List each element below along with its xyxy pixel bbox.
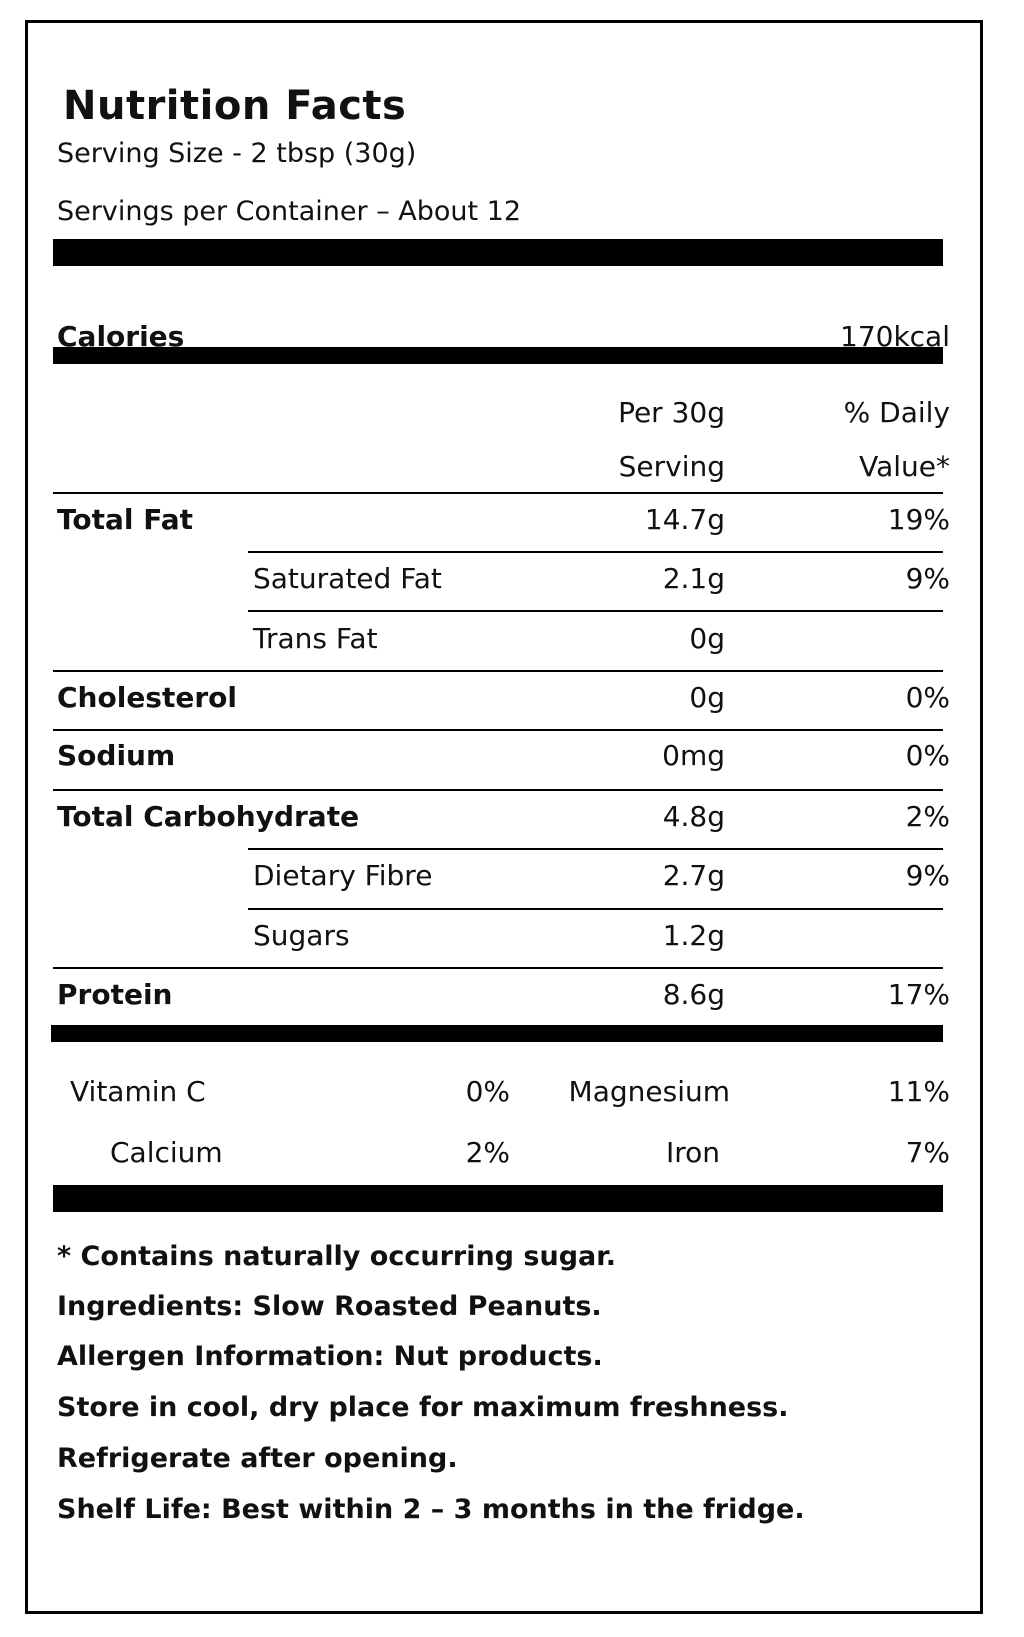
nutrient-amount: 0g xyxy=(689,622,725,655)
nutrient-daily-value: 17% xyxy=(887,978,950,1011)
nutrient-label: Saturated Fat xyxy=(253,562,442,595)
nutrient-amount: 4.8g xyxy=(662,800,725,833)
servings-per-container: Servings per Container – About 12 xyxy=(57,196,522,227)
nutrient-label: Dietary Fibre xyxy=(253,859,433,892)
refrigerate-info: Refrigerate after opening. xyxy=(57,1443,458,1474)
nutrient-daily-value: 2% xyxy=(905,800,950,833)
nutrient-label: Total Carbohydrate xyxy=(57,800,360,833)
nutrient-daily-value: 9% xyxy=(905,562,950,595)
vitamin-value: 7% xyxy=(905,1136,950,1169)
nutrient-label: Protein xyxy=(57,978,173,1011)
nutrient-daily-value: 0% xyxy=(905,681,950,714)
storage-info: Store in cool, dry place for maximum fre… xyxy=(57,1392,789,1423)
serving-size: Serving Size - 2 tbsp (30g) xyxy=(57,138,417,169)
nutrient-label: Trans Fat xyxy=(253,622,378,655)
row-divider xyxy=(53,789,943,791)
vitamin-value: 2% xyxy=(465,1136,510,1169)
row-divider xyxy=(248,610,943,612)
vitamin-value: 11% xyxy=(887,1075,950,1108)
row-divider xyxy=(248,908,943,910)
column-header-amount: Serving xyxy=(618,450,725,483)
nutrition-label: Nutrition Facts Serving Size - 2 tbsp (3… xyxy=(25,20,983,1614)
label-title: Nutrition Facts xyxy=(63,83,407,129)
column-header-daily-value: % Daily xyxy=(843,396,950,429)
ingredients: Ingredients: Slow Roasted Peanuts. xyxy=(57,1291,602,1322)
nutrient-amount: 2.1g xyxy=(662,562,725,595)
row-divider xyxy=(248,848,943,850)
row-divider xyxy=(53,492,943,494)
row-divider xyxy=(53,670,943,672)
row-divider xyxy=(53,729,943,731)
vitamin-label: Vitamin C xyxy=(70,1075,206,1108)
nutrient-label: Cholesterol xyxy=(57,681,237,714)
thick-divider xyxy=(53,347,943,364)
row-divider xyxy=(248,551,943,553)
vitamin-label: Calcium xyxy=(110,1136,223,1169)
thick-divider xyxy=(53,1185,943,1212)
thick-divider xyxy=(51,1025,943,1042)
nutrient-label: Total Fat xyxy=(57,503,194,536)
nutrient-label: Sodium xyxy=(57,739,176,772)
allergen-info: Allergen Information: Nut products. xyxy=(57,1341,603,1372)
nutrient-daily-value: 0% xyxy=(905,739,950,772)
nutrient-amount: 14.7g xyxy=(644,503,725,536)
nutrient-amount: 0g xyxy=(689,681,725,714)
nutrient-daily-value: 9% xyxy=(905,859,950,892)
nutrient-amount: 1.2g xyxy=(662,919,725,952)
shelf-life: Shelf Life: Best within 2 – 3 months in … xyxy=(57,1494,805,1525)
footnote-sugar: * Contains naturally occurring sugar. xyxy=(57,1241,616,1272)
nutrient-amount: 0mg xyxy=(662,739,725,772)
row-divider xyxy=(53,967,943,969)
column-header-daily-value: Value* xyxy=(859,450,950,483)
vitamin-value: 0% xyxy=(465,1075,510,1108)
vitamin-label: Iron xyxy=(665,1136,720,1169)
thick-divider xyxy=(53,239,943,266)
nutrient-daily-value: 19% xyxy=(887,503,950,536)
column-header-amount: Per 30g xyxy=(618,396,725,429)
nutrient-amount: 8.6g xyxy=(662,978,725,1011)
vitamin-label: Magnesium xyxy=(568,1075,730,1108)
nutrient-amount: 2.7g xyxy=(662,859,725,892)
nutrient-label: Sugars xyxy=(253,919,350,952)
